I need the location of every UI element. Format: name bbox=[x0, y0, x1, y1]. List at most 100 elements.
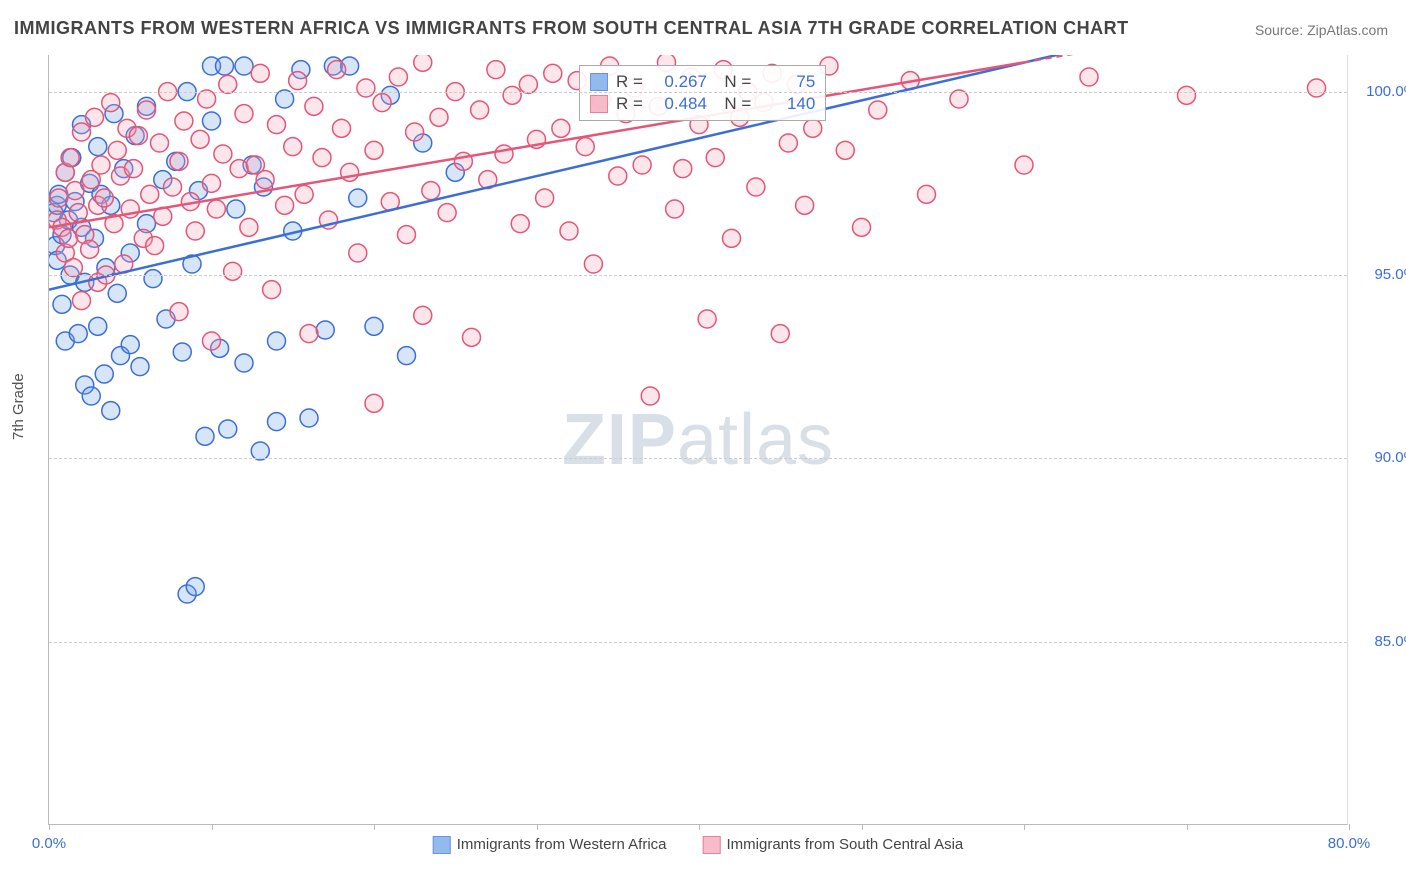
scatter-point bbox=[186, 222, 204, 240]
y-tick-label: 100.0% bbox=[1357, 83, 1406, 100]
scatter-point bbox=[235, 354, 253, 372]
source-link[interactable]: ZipAtlas.com bbox=[1307, 22, 1388, 38]
x-tick-mark bbox=[537, 824, 538, 830]
legend-label-1: Immigrants from South Central Asia bbox=[727, 836, 964, 853]
x-tick-mark bbox=[699, 824, 700, 830]
scatter-point bbox=[365, 394, 383, 412]
scatter-point bbox=[414, 306, 432, 324]
scatter-point bbox=[81, 240, 99, 258]
scatter-point bbox=[89, 138, 107, 156]
bottom-legend: Immigrants from Western Africa Immigrant… bbox=[433, 836, 964, 854]
scatter-point bbox=[771, 325, 789, 343]
stats-r-0: 0.267 bbox=[651, 72, 707, 92]
stats-legend-box: R = 0.267 N = 75 R = 0.484 N = 140 bbox=[579, 65, 826, 121]
scatter-point bbox=[69, 325, 87, 343]
stats-swatch-1 bbox=[590, 95, 608, 113]
scatter-point bbox=[64, 259, 82, 277]
plot-area: ZIPatlas R = 0.267 N = 75 R = 0.484 N = … bbox=[48, 55, 1348, 825]
scatter-point bbox=[219, 75, 237, 93]
scatter-point bbox=[235, 105, 253, 123]
scatter-point bbox=[544, 64, 562, 82]
scatter-point bbox=[141, 185, 159, 203]
scatter-point bbox=[950, 90, 968, 108]
scatter-point bbox=[102, 402, 120, 420]
scatter-point bbox=[389, 68, 407, 86]
scatter-point bbox=[138, 101, 156, 119]
x-tick-mark bbox=[1349, 824, 1350, 830]
scatter-point bbox=[519, 75, 537, 93]
scatter-point bbox=[61, 149, 79, 167]
scatter-point bbox=[186, 578, 204, 596]
scatter-point bbox=[373, 94, 391, 112]
scatter-point bbox=[406, 123, 424, 141]
scatter-point bbox=[804, 119, 822, 137]
scatter-point bbox=[300, 325, 318, 343]
scatter-point bbox=[438, 204, 456, 222]
stats-row-1: R = 0.484 N = 140 bbox=[590, 94, 815, 114]
scatter-point bbox=[698, 310, 716, 328]
scatter-point bbox=[289, 72, 307, 90]
stats-swatch-0 bbox=[590, 73, 608, 91]
scatter-point bbox=[60, 229, 78, 247]
scatter-point bbox=[503, 86, 521, 104]
scatter-point bbox=[779, 134, 797, 152]
source-label: Source: bbox=[1255, 22, 1307, 38]
scatter-point bbox=[328, 61, 346, 79]
stats-r-label: R = bbox=[616, 72, 643, 92]
x-tick-mark bbox=[1024, 824, 1025, 830]
scatter-point bbox=[471, 101, 489, 119]
scatter-point bbox=[276, 196, 294, 214]
scatter-point bbox=[263, 281, 281, 299]
scatter-point bbox=[576, 138, 594, 156]
scatter-point bbox=[430, 108, 448, 126]
scatter-point bbox=[95, 189, 113, 207]
scatter-point bbox=[164, 178, 182, 196]
stats-n-label: N = bbox=[715, 94, 751, 114]
y-axis-label: 7th Grade bbox=[10, 373, 27, 440]
gridline-h bbox=[49, 275, 1347, 276]
y-tick-label: 85.0% bbox=[1357, 633, 1406, 650]
scatter-point bbox=[125, 160, 143, 178]
scatter-point bbox=[102, 94, 120, 112]
scatter-point bbox=[398, 226, 416, 244]
scatter-point bbox=[666, 200, 684, 218]
scatter-point bbox=[203, 174, 221, 192]
scatter-point bbox=[121, 336, 139, 354]
scatter-point bbox=[1080, 68, 1098, 86]
scatter-point bbox=[333, 119, 351, 137]
scatter-point bbox=[284, 138, 302, 156]
scatter-point bbox=[108, 284, 126, 302]
scatter-point bbox=[191, 130, 209, 148]
scatter-point bbox=[633, 156, 651, 174]
scatter-point bbox=[175, 112, 193, 130]
scatter-point bbox=[295, 185, 313, 203]
scatter-point bbox=[131, 358, 149, 376]
scatter-point bbox=[268, 332, 286, 350]
scatter-point bbox=[723, 229, 741, 247]
scatter-point bbox=[349, 244, 367, 262]
scatter-point bbox=[836, 141, 854, 159]
scatter-point bbox=[69, 204, 87, 222]
scatter-point bbox=[268, 413, 286, 431]
scatter-point bbox=[511, 215, 529, 233]
trend-line bbox=[49, 55, 1057, 290]
stats-n-label: N = bbox=[715, 72, 751, 92]
scatter-point bbox=[73, 292, 91, 310]
scatter-point bbox=[305, 97, 323, 115]
scatter-point bbox=[276, 90, 294, 108]
scatter-point bbox=[463, 328, 481, 346]
scatter-point bbox=[224, 262, 242, 280]
scatter-point bbox=[151, 134, 169, 152]
scatter-point bbox=[196, 427, 214, 445]
scatter-point bbox=[584, 255, 602, 273]
legend-item-1: Immigrants from South Central Asia bbox=[703, 836, 964, 854]
scatter-point bbox=[316, 321, 334, 339]
scatter-point bbox=[198, 90, 216, 108]
scatter-point bbox=[66, 182, 84, 200]
scatter-point bbox=[203, 112, 221, 130]
scatter-point bbox=[365, 317, 383, 335]
legend-swatch-0 bbox=[433, 836, 451, 854]
scatter-point bbox=[129, 127, 147, 145]
scatter-point bbox=[235, 57, 253, 75]
stats-r-1: 0.484 bbox=[651, 94, 707, 114]
